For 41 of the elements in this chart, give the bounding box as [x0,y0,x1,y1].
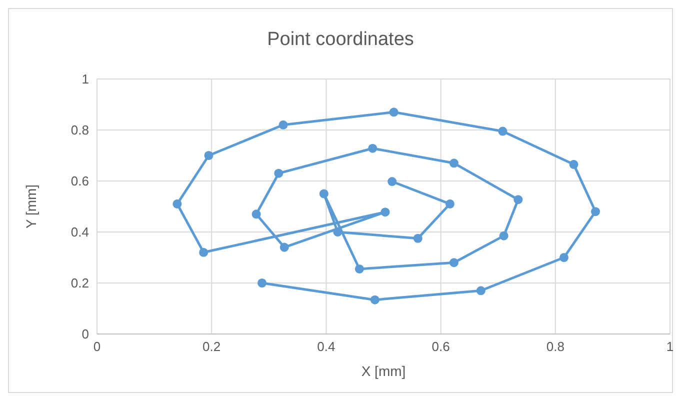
point [204,150,214,160]
y-axis-title: Y [mm] [22,184,39,229]
x-tick-label: 0.2 [202,339,221,354]
x-tick-label: 0.8 [546,339,564,354]
point [449,258,458,268]
x-tick-label: 1 [666,339,674,354]
y-tick-label: 0.4 [70,224,89,240]
y-tick-label: 0.8 [70,122,89,138]
point [413,234,422,243]
y-tick-label: 0 [82,326,89,342]
point [278,120,288,130]
point [368,144,378,153]
point [514,195,523,204]
x-tick-label: 0.6 [432,339,450,354]
x-tick-label: 0.4 [317,339,336,354]
point [445,199,454,208]
x-tick-label: 0 [93,339,101,354]
point [172,199,182,208]
point [388,177,397,186]
point [389,108,398,117]
point [559,252,569,262]
point [499,231,508,240]
point [449,158,458,168]
point [258,278,267,288]
point [252,210,261,219]
chart-title: Point coordinates [266,29,415,51]
point [274,168,284,178]
point [476,286,486,296]
point [590,207,600,216]
point [569,160,578,169]
point [498,126,508,136]
point [380,208,390,217]
point [280,242,289,252]
y-tick-label: 0.6 [70,174,89,189]
point [319,189,328,198]
x-axis-title: X [mm] [361,363,406,379]
point [354,264,364,274]
point [370,295,380,304]
y-tick-label: 0.2 [70,276,89,291]
y-tick-label: 1 [82,72,89,87]
point [199,248,208,257]
